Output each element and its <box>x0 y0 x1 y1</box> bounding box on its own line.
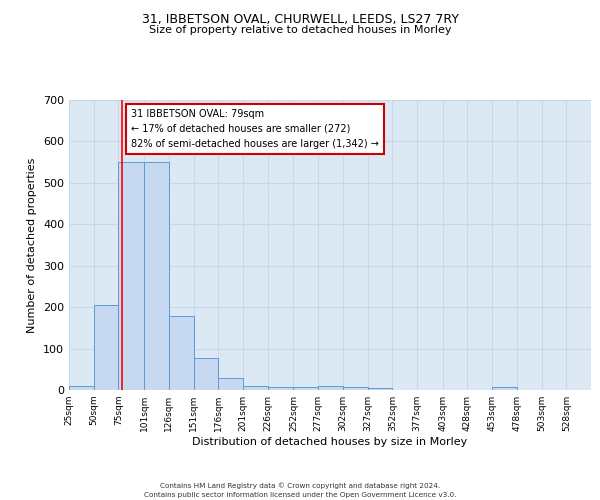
Bar <box>268 387 293 390</box>
Text: Contains HM Land Registry data © Crown copyright and database right 2024.
Contai: Contains HM Land Registry data © Crown c… <box>144 482 456 498</box>
Text: 31 IBBETSON OVAL: 79sqm
← 17% of detached houses are smaller (272)
82% of semi-d: 31 IBBETSON OVAL: 79sqm ← 17% of detache… <box>131 109 379 148</box>
Bar <box>492 387 517 390</box>
Bar <box>318 386 343 390</box>
Bar <box>343 386 368 390</box>
X-axis label: Distribution of detached houses by size in Morley: Distribution of detached houses by size … <box>193 437 467 447</box>
Bar <box>118 162 144 390</box>
Bar <box>144 162 169 390</box>
Y-axis label: Number of detached properties: Number of detached properties <box>28 158 37 332</box>
Bar <box>218 378 243 390</box>
Bar <box>293 386 318 390</box>
Bar <box>368 388 392 390</box>
Bar <box>243 386 268 390</box>
Bar <box>69 386 94 390</box>
Text: Size of property relative to detached houses in Morley: Size of property relative to detached ho… <box>149 25 451 35</box>
Bar <box>169 316 194 390</box>
Bar <box>94 305 118 390</box>
Bar <box>194 358 218 390</box>
Text: 31, IBBETSON OVAL, CHURWELL, LEEDS, LS27 7RY: 31, IBBETSON OVAL, CHURWELL, LEEDS, LS27… <box>142 12 458 26</box>
